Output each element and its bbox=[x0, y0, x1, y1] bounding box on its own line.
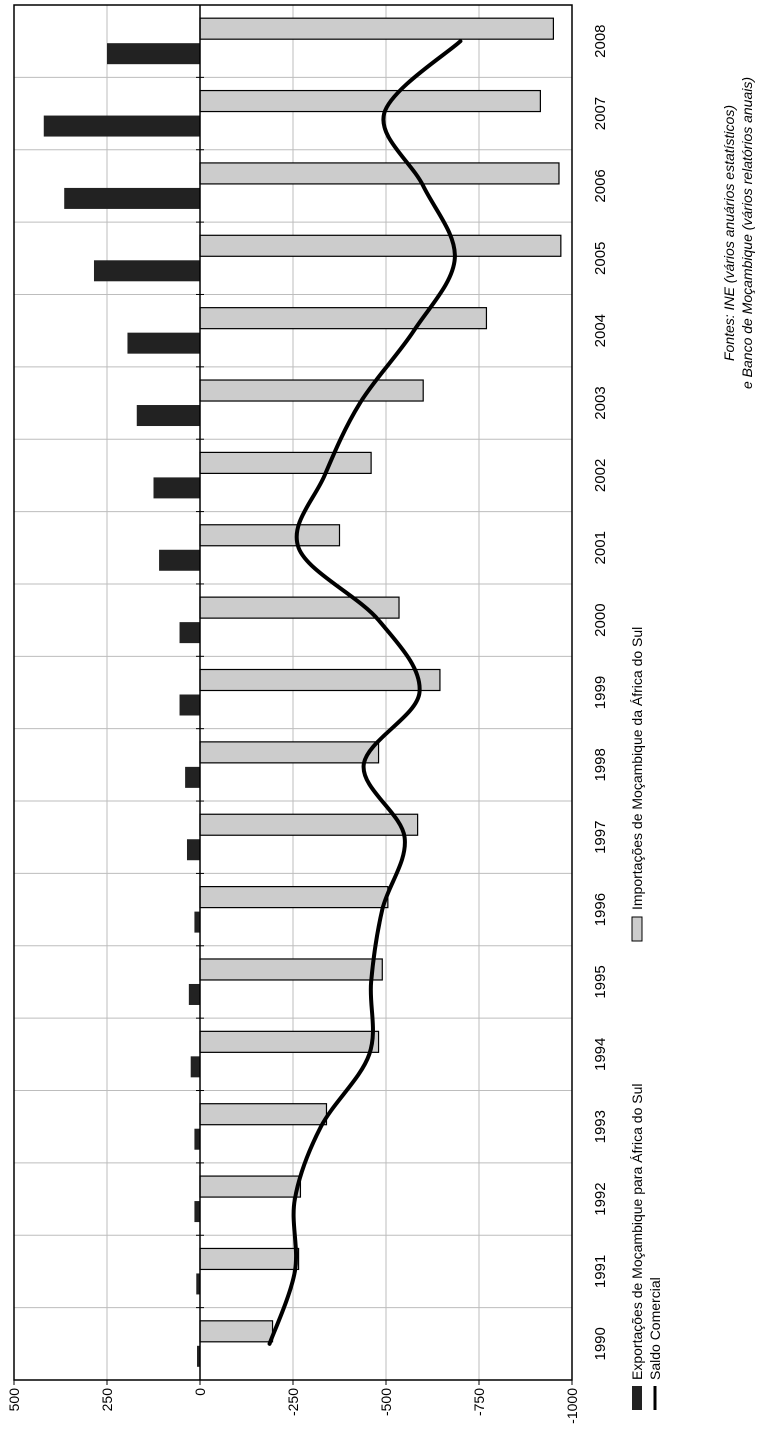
bar-export-1993 bbox=[194, 1128, 200, 1150]
bar-export-2006 bbox=[64, 187, 200, 209]
category-label-1998: 1998 bbox=[592, 748, 609, 781]
source-line-2: e Banco de Moçambique (vários relatórios… bbox=[739, 77, 755, 389]
bar-export-1998 bbox=[185, 766, 200, 788]
bar-export-2008 bbox=[107, 43, 200, 65]
import-bars bbox=[199, 17, 562, 1343]
bar-import-2002 bbox=[199, 451, 372, 474]
value-tick-label: 250 bbox=[99, 1388, 115, 1412]
saldo-line bbox=[267, 39, 463, 1346]
value-tick-label: -750 bbox=[471, 1388, 487, 1416]
bar-import-2007 bbox=[199, 89, 541, 113]
bar-import-1997 bbox=[199, 813, 419, 836]
category-label-1992: 1992 bbox=[592, 1182, 609, 1215]
bar-export-2002 bbox=[153, 477, 200, 499]
source-note: Fontes: INE (vários anuários estatístico… bbox=[721, 77, 755, 389]
bar-export-1997 bbox=[186, 839, 200, 861]
bar-export-2005 bbox=[93, 260, 200, 282]
category-label-1996: 1996 bbox=[592, 893, 609, 926]
legend-item-exports: Exportações de Moçambique para África do… bbox=[629, 1084, 645, 1410]
bar-import-2001 bbox=[199, 524, 341, 547]
category-label-2005: 2005 bbox=[592, 242, 609, 275]
bar-export-1992 bbox=[194, 1201, 200, 1223]
legend-item-saldo: Saldo Comercial bbox=[647, 1277, 663, 1410]
bar-import-1996 bbox=[199, 886, 389, 909]
legend-swatch-imports bbox=[631, 916, 643, 942]
category-label-1993: 1993 bbox=[592, 1110, 609, 1143]
bar-export-2000 bbox=[179, 622, 200, 644]
category-label-2004: 2004 bbox=[592, 314, 609, 347]
bar-import-1999 bbox=[199, 668, 441, 692]
bar-import-2006 bbox=[199, 162, 560, 185]
bar-import-1990 bbox=[199, 1320, 274, 1343]
category-label-2002: 2002 bbox=[592, 459, 609, 492]
bar-import-2004 bbox=[199, 307, 488, 330]
value-tick-label: 500 bbox=[6, 1388, 22, 1412]
category-label-2001: 2001 bbox=[592, 531, 609, 564]
bar-import-1995 bbox=[199, 958, 383, 981]
legend: Exportações de Moçambique para África do… bbox=[629, 627, 663, 1410]
bar-import-1998 bbox=[199, 741, 380, 764]
category-label-1995: 1995 bbox=[592, 965, 609, 998]
bar-import-1991 bbox=[199, 1247, 300, 1271]
category-label-2008: 2008 bbox=[592, 24, 609, 57]
category-label-2003: 2003 bbox=[592, 386, 609, 419]
category-label-1994: 1994 bbox=[592, 1038, 609, 1071]
category-label-2007: 2007 bbox=[592, 97, 609, 130]
bar-export-1994 bbox=[190, 1056, 200, 1078]
value-tick-label: -1000 bbox=[564, 1388, 580, 1424]
legend-label-exports: Exportações de Moçambique para África do… bbox=[629, 1084, 645, 1381]
category-label-2000: 2000 bbox=[592, 603, 609, 636]
bar-import-2000 bbox=[199, 596, 400, 619]
category-label-1990: 1990 bbox=[592, 1327, 609, 1360]
bar-export-1991 bbox=[196, 1273, 200, 1295]
bar-import-1992 bbox=[199, 1175, 302, 1198]
value-tick-label: -500 bbox=[378, 1388, 394, 1416]
source-line-1: Fontes: INE (vários anuários estatístico… bbox=[721, 105, 737, 361]
category-label-1999: 1999 bbox=[592, 676, 609, 709]
bar-export-2004 bbox=[127, 332, 200, 354]
bar-export-2001 bbox=[159, 549, 200, 571]
category-label-1997: 1997 bbox=[592, 821, 609, 854]
bar-export-1999 bbox=[179, 694, 200, 716]
bar-export-1990 bbox=[197, 1345, 200, 1367]
bar-import-1994 bbox=[199, 1030, 380, 1053]
value-tick-label: 0 bbox=[192, 1388, 208, 1396]
zero-axis bbox=[196, 4, 204, 1381]
category-label-1991: 1991 bbox=[592, 1255, 609, 1288]
bar-import-1993 bbox=[199, 1103, 328, 1126]
bar-import-2003 bbox=[199, 379, 424, 402]
legend-label-imports: Importações de Moçambique da África do S… bbox=[629, 627, 645, 910]
bar-import-2005 bbox=[199, 234, 562, 257]
category-axis: 1990 1991 1992 1993 1994 1995 1996 1997 1998 1999… bbox=[592, 24, 609, 1360]
export-bars bbox=[43, 43, 201, 1367]
value-axis: -1000 -750 -500 -250 0 250 500 bbox=[6, 1380, 580, 1424]
category-label-2006: 2006 bbox=[592, 169, 609, 202]
bar-export-2003 bbox=[136, 405, 200, 427]
bar-import-2008 bbox=[199, 17, 554, 40]
legend-swatch-exports bbox=[632, 1386, 642, 1410]
legend-label-saldo: Saldo Comercial bbox=[647, 1277, 663, 1380]
legend-item-imports: Importações de Moçambique da África do S… bbox=[629, 627, 645, 942]
value-tick-label: -250 bbox=[285, 1388, 301, 1416]
bar-export-2007 bbox=[43, 115, 201, 137]
bar-export-1995 bbox=[188, 983, 200, 1005]
bar-export-1996 bbox=[194, 911, 200, 933]
